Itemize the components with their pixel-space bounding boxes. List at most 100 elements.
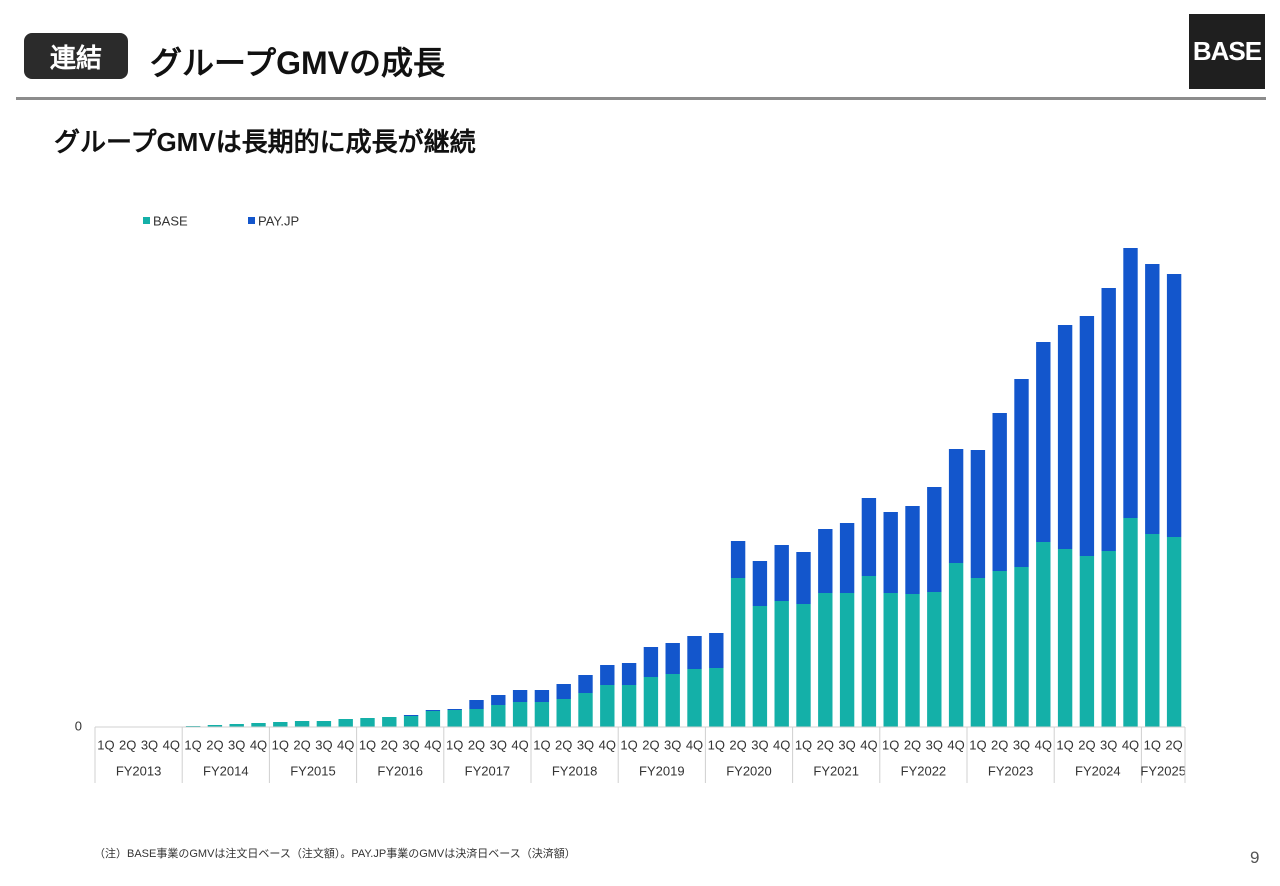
bar-segment bbox=[491, 695, 506, 705]
bar-segment bbox=[512, 702, 528, 727]
bar-segment bbox=[730, 578, 746, 727]
bar-segment bbox=[1101, 551, 1116, 727]
x-tick-label: 3Q bbox=[751, 737, 768, 752]
group-label: FY2021 bbox=[813, 763, 859, 778]
x-tick-label: 2Q bbox=[555, 737, 572, 752]
x-tick-label: 3Q bbox=[228, 737, 245, 752]
legend-swatch bbox=[248, 217, 255, 224]
bar-segment bbox=[818, 529, 833, 593]
bar-segment bbox=[665, 643, 680, 674]
bar-segment bbox=[1036, 542, 1051, 727]
group-label: FY2013 bbox=[116, 763, 162, 778]
x-tick-label: 1Q bbox=[184, 737, 201, 752]
group-label: FY2022 bbox=[901, 763, 947, 778]
bar-segment bbox=[752, 606, 768, 727]
x-tick-label: 3Q bbox=[490, 737, 507, 752]
bar-segment bbox=[774, 545, 789, 601]
bar-segment bbox=[600, 685, 615, 727]
bar-segment bbox=[905, 594, 920, 727]
x-tick-label: 2Q bbox=[381, 737, 398, 752]
x-tick-label: 4Q bbox=[860, 737, 877, 752]
x-tick-label: 2Q bbox=[1165, 737, 1182, 752]
bar-segment bbox=[534, 690, 550, 702]
bar-segment bbox=[1123, 518, 1138, 727]
x-tick-label: 1Q bbox=[359, 737, 376, 752]
bar-segment bbox=[1079, 316, 1095, 556]
bar-segment bbox=[861, 576, 877, 727]
x-tick-label: 2Q bbox=[729, 737, 746, 752]
bar-segment bbox=[709, 668, 724, 727]
bar-segment bbox=[425, 710, 441, 711]
group-label: FY2018 bbox=[552, 763, 598, 778]
bar-segment bbox=[1123, 248, 1138, 518]
bar-segment bbox=[556, 699, 571, 727]
bar-segment bbox=[447, 709, 462, 710]
x-tick-label: 1Q bbox=[882, 737, 899, 752]
bar-segment bbox=[1014, 379, 1029, 567]
x-tick-label: 3Q bbox=[1013, 737, 1030, 752]
x-tick-label: 3Q bbox=[664, 737, 681, 752]
bar-segment bbox=[621, 663, 637, 685]
bar-segment bbox=[207, 725, 223, 727]
bar-segment bbox=[948, 563, 964, 727]
bar-segment bbox=[382, 717, 397, 727]
x-tick-label: 4Q bbox=[686, 737, 703, 752]
x-tick-label: 4Q bbox=[424, 737, 441, 752]
bar-segment bbox=[1036, 342, 1051, 542]
bar-segment bbox=[578, 675, 593, 693]
bar-segment bbox=[861, 498, 877, 576]
bar-segment bbox=[839, 523, 855, 593]
bar-segment bbox=[578, 693, 593, 727]
bar-segment bbox=[447, 710, 462, 727]
bar-segment bbox=[687, 636, 702, 669]
page-title: グループGMVの成長 bbox=[150, 45, 445, 81]
x-tick-label: 3Q bbox=[402, 737, 419, 752]
bar-segment bbox=[1166, 537, 1182, 727]
footnote: （注）BASE事業のGMVは注文日ベース（注文額）。PAY.JP事業のGMVは決… bbox=[94, 848, 576, 860]
group-label: FY2025 bbox=[1140, 763, 1186, 778]
x-tick-label: 4Q bbox=[511, 737, 528, 752]
legend-label: BASE bbox=[153, 213, 188, 228]
x-tick-label: 1Q bbox=[272, 737, 289, 752]
bar-segment bbox=[316, 721, 332, 727]
x-tick-label: 4Q bbox=[773, 737, 790, 752]
bar-segment bbox=[687, 669, 702, 727]
bar-segment bbox=[970, 578, 986, 727]
bar-segment bbox=[360, 718, 375, 727]
x-tick-label: 2Q bbox=[991, 737, 1008, 752]
group-label: FY2015 bbox=[290, 763, 336, 778]
bar-segment bbox=[491, 705, 506, 727]
bar-segment bbox=[665, 674, 680, 727]
bar-segment bbox=[338, 719, 353, 727]
badge: 連結 bbox=[24, 33, 128, 79]
logo: BASE bbox=[1189, 14, 1265, 89]
bar-segment bbox=[1145, 534, 1160, 727]
legend-swatch bbox=[143, 217, 150, 224]
bar-segment bbox=[1014, 567, 1029, 727]
bar-segment bbox=[927, 592, 942, 727]
bar-segment bbox=[643, 647, 659, 677]
bar-segment bbox=[621, 685, 637, 727]
x-tick-label: 1Q bbox=[533, 737, 550, 752]
bar-segment bbox=[469, 709, 484, 727]
x-tick-label: 4Q bbox=[163, 737, 180, 752]
bar-segment bbox=[992, 571, 1007, 727]
bar-segment bbox=[948, 449, 964, 563]
bar-segment bbox=[883, 512, 898, 593]
x-tick-label: 1Q bbox=[795, 737, 812, 752]
x-tick-label: 1Q bbox=[1144, 737, 1161, 752]
bar-segment bbox=[1101, 288, 1116, 551]
x-tick-label: 1Q bbox=[1056, 737, 1073, 752]
bar-segment bbox=[600, 665, 615, 685]
bar-segment bbox=[883, 593, 898, 727]
bar-segment bbox=[534, 702, 550, 727]
bar-segment bbox=[469, 700, 484, 709]
subtitle: グループGMVは長期的に成長が継続 bbox=[54, 127, 476, 157]
bar-segment bbox=[643, 677, 659, 727]
x-tick-label: 3Q bbox=[926, 737, 943, 752]
group-label: FY2023 bbox=[988, 763, 1034, 778]
x-tick-label: 2Q bbox=[468, 737, 485, 752]
x-tick-label: 2Q bbox=[904, 737, 921, 752]
